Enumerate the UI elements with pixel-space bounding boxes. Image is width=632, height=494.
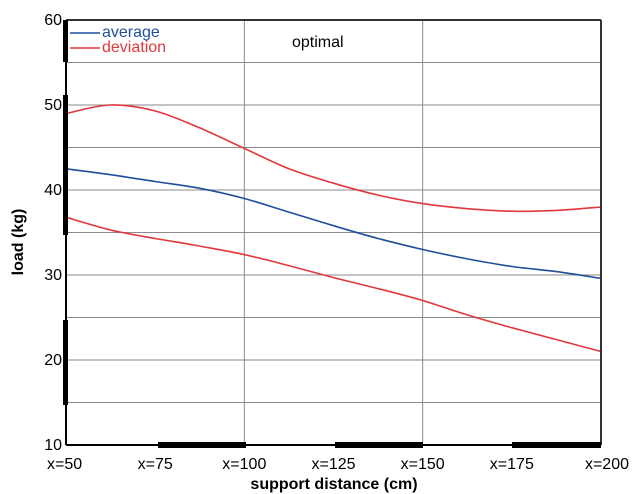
series-line-2 <box>65 216 602 353</box>
legend-label-deviation: deviation <box>102 39 166 56</box>
series-line-1 <box>65 104 602 213</box>
optimal-annotation: optimal <box>292 34 344 51</box>
x-axis-title: support distance (cm) <box>250 476 417 493</box>
x-tick-label: x=50 <box>47 456 82 473</box>
x-tick-label: x=150 <box>401 456 445 473</box>
y-tick-label: 40 <box>44 182 62 199</box>
y-axis-title: load (kg) <box>10 209 27 276</box>
legend-label-average: average <box>102 24 160 41</box>
x-tick-label: x=75 <box>138 456 173 473</box>
y-axis-accent <box>63 20 68 62</box>
legend: average deviation <box>70 24 166 56</box>
y-axis-accent <box>63 95 68 235</box>
series-layer <box>65 104 602 353</box>
y-tick-labels: 10 20 30 40 50 60 <box>44 12 62 454</box>
y-tick-label: 60 <box>44 12 62 29</box>
y-tick-label: 10 <box>44 437 62 454</box>
x-tick-label: x=175 <box>490 456 534 473</box>
x-axis-accent <box>512 442 601 448</box>
x-tick-label: x=125 <box>311 456 355 473</box>
x-tick-label: x=100 <box>222 456 266 473</box>
x-tick-labels: x=50 x=75 x=100 x=125 x=150 x=175 x=200 <box>47 456 629 473</box>
y-tick-label: 20 <box>44 352 62 369</box>
x-axis-accent <box>158 442 246 448</box>
y-axis-accent <box>63 320 68 405</box>
x-tick-label: x=200 <box>585 456 629 473</box>
series-line-0 <box>65 168 602 280</box>
y-tick-label: 50 <box>44 97 62 114</box>
y-tick-label: 30 <box>44 267 62 284</box>
grid <box>66 20 601 445</box>
x-axis-accent <box>335 442 423 448</box>
plot-frame <box>63 19 602 448</box>
